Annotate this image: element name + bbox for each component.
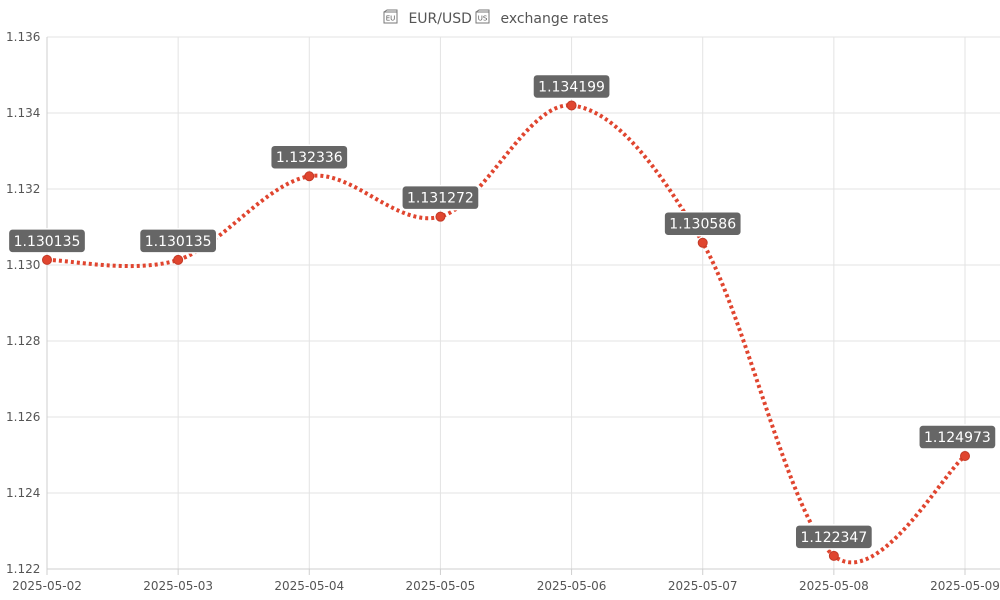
flag-icon-letters: US [478, 15, 488, 23]
data-label: 1.130135 [138, 228, 218, 254]
data-point [42, 254, 52, 265]
x-tick-label: 2025-05-04 [274, 579, 344, 593]
data-label-text: 1.131272 [407, 191, 474, 207]
data-point [435, 211, 446, 222]
y-tick-label: 1.126 [6, 410, 40, 424]
data-label-box [663, 210, 743, 237]
y-tick-label: 1.124 [6, 486, 40, 500]
x-tick-label: 2025-05-05 [406, 579, 476, 593]
x-tick-label: 2025-05-09 [930, 579, 1000, 593]
data-label-box [269, 144, 349, 170]
flag-icon: US [475, 9, 490, 24]
chart-title-text: EUR/USD [404, 11, 476, 27]
y-tick-label: 1.136 [6, 30, 40, 44]
axes: 1.122 1.124 1.126 1.128 1.130 1.132 1.134 1.136… [6, 30, 1000, 593]
data-label-box [7, 228, 87, 254]
data-label: 1.134199 [532, 73, 611, 100]
data-point [173, 254, 184, 265]
data-label: 1.131272 [401, 184, 480, 211]
data-label-text: 1.124973 [924, 430, 991, 446]
data-label-text: 1.130586 [669, 217, 736, 233]
grid [46, 36, 1000, 570]
data-label-text: 1.132336 [276, 150, 343, 166]
data-label-box [918, 424, 997, 450]
data-point [828, 550, 839, 561]
x-tick-label: 2025-05-03 [143, 579, 213, 593]
x-tick-label: 2025-05-07 [668, 579, 738, 593]
data-label: 1.130586 [663, 210, 743, 237]
data-label-box [401, 184, 480, 211]
data-label-text: 1.130135 [14, 234, 81, 250]
x-tick-label: 2025-05-02 [12, 579, 82, 593]
data-labels: 1.130135 1.130135 1.132336 1.131272 1.134199… [7, 73, 997, 550]
data-label-box [138, 228, 218, 254]
x-tick-label: 2025-05-06 [537, 579, 607, 593]
data-label-text: 1.122347 [800, 530, 867, 546]
data-label: 1.122347 [794, 524, 874, 550]
chart-title-group: EU EUR/USD US exchange rates [383, 9, 609, 27]
flag-icon-fold [475, 9, 490, 21]
y-tick-label: 1.128 [6, 334, 40, 348]
chart-title: EU EUR/USD US exchange rates [383, 9, 609, 27]
x-tick-label: 2025-05-08 [799, 579, 869, 593]
data-label-box [794, 524, 874, 550]
y-tick-label: 1.132 [6, 182, 40, 196]
data-label: 1.132336 [269, 144, 349, 170]
data-label: 1.124973 [918, 424, 997, 450]
flag-icon-letters: EU [386, 15, 396, 23]
data-label-text: 1.134199 [538, 79, 605, 95]
y-tick-label: 1.134 [6, 106, 40, 120]
data-point [697, 237, 708, 248]
data-point [304, 171, 315, 182]
y-tick-label: 1.122 [6, 562, 40, 576]
data-label: 1.130135 [7, 228, 87, 254]
data-label-box [532, 73, 611, 100]
data-point [566, 100, 577, 111]
flag-icon: EU [383, 9, 398, 24]
chart-title-text: exchange rates [496, 11, 609, 27]
y-tick-label: 1.130 [6, 258, 40, 272]
data-point [960, 451, 970, 462]
data-label-text: 1.130135 [145, 234, 212, 250]
flag-icon-fold [383, 9, 398, 21]
